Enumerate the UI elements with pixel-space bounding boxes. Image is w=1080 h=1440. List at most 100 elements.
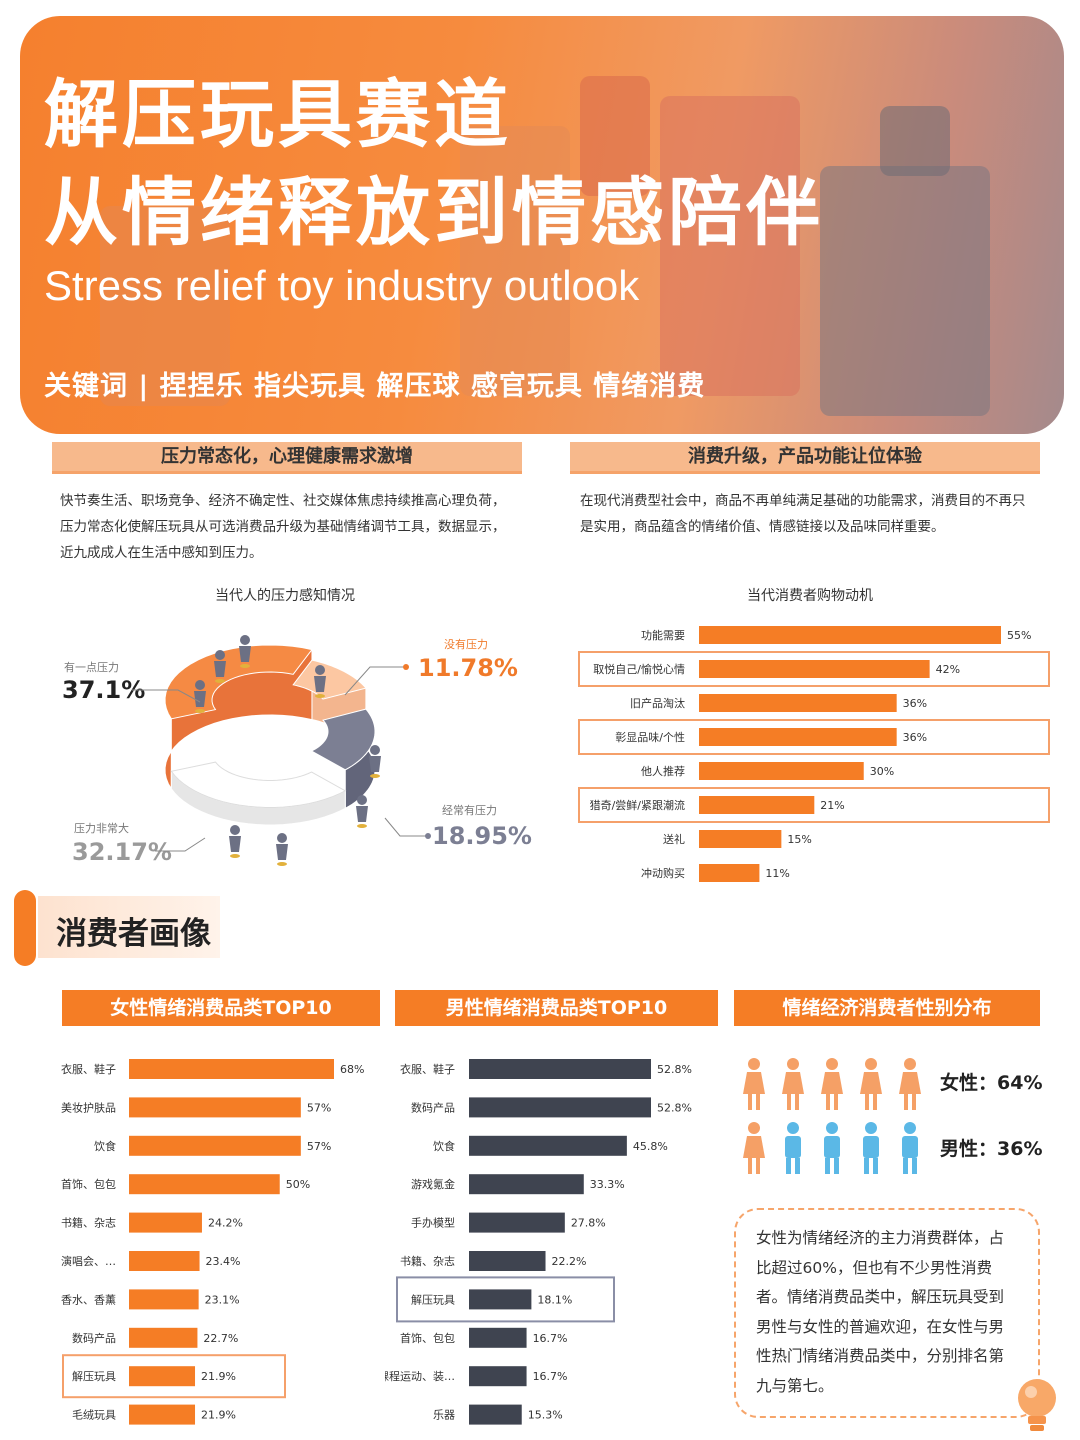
category-label: 他人推荐 [641,764,685,778]
category-label: 书籍、杂志 [400,1254,455,1268]
person-icon [229,825,241,858]
category-label: 香水、香薰 [61,1292,116,1306]
right-section-paragraph: 在现代消费型社会中，商品不再单纯满足基础的功能需求，消费目的不再只是实用，商品蕴… [580,493,1026,535]
donut-label-value-0: 37.1% [62,676,146,704]
gender-note: 女性为情绪经济的主力消费群体，占比超过60%，但也有不少男性消费者。情绪消费品类… [734,1208,1040,1418]
bar [129,1366,196,1387]
value-label: 24.2% [208,1217,243,1230]
female-person-icon [743,1122,765,1174]
robot-silhouette-5 [460,126,570,396]
category-label: 解压玩具 [72,1369,116,1383]
person-icon [314,665,326,698]
gender-distribution-icons [743,1058,921,1174]
bar [469,1097,651,1118]
category-label: 书籍、杂志 [61,1216,116,1230]
value-label: 57% [307,1140,331,1153]
female-category-bar-chart: 衣服、鞋子 68% 美妆护肤品 57% 饮食 57% 首饰、包包 50% 书籍、杂志 24.2% 演… [61,1059,364,1425]
bar [129,1404,196,1425]
category-label: 游戏氪金 [411,1177,455,1191]
person-icon [214,650,226,683]
value-label: 21.9% [201,1409,236,1422]
value-label: 68% [340,1063,364,1076]
motivation-bar-chart: 功能需要 55% 取悦自己/愉悦心情 42% 旧产品淘汰 36% 彰显品味/个性 36% 他人推… [578,626,1050,882]
bar [469,1289,532,1310]
bar [129,1135,301,1156]
category-label: 饮食 [94,1139,116,1153]
value-label: 21% [820,799,844,812]
person-icon [194,680,206,713]
category-label: 饮食 [433,1139,455,1153]
category-label: 首饰、包包 [61,1177,116,1191]
portrait-title-background [38,896,220,958]
highlight-box [578,719,1050,755]
category-label: 彰显品味/个性 [615,730,685,744]
bar [129,1212,202,1233]
value-label: 16.7% [533,1370,568,1383]
female-person-icon [743,1058,765,1110]
person-icon [356,795,368,828]
portrait-accent-bar [14,890,36,966]
male-person-icon [785,1122,801,1174]
bar [699,660,930,678]
robot-silhouette-1 [580,76,650,196]
left-section-paragraph: 快节奏生活、职场竞争、经济不确定性、社交媒体焦虑持续推高心理负荷，压力常态化使解… [60,493,506,561]
robot-silhouette-2 [660,96,800,396]
bar [469,1366,527,1387]
bar [129,1059,334,1079]
robot-silhouette-6 [100,206,230,406]
category-label: 课程运动、装… [385,1370,455,1383]
category-label: 手办模型 [411,1216,455,1230]
bar [129,1289,199,1310]
value-label: 52.8% [657,1101,692,1114]
bar [469,1135,627,1156]
male-share-label: 男性：36% [940,1138,1043,1160]
person-icon [276,833,288,866]
female-share-label: 女性：64% [940,1072,1043,1094]
value-label: 36% [903,731,927,744]
donut-slice-1 [292,659,367,700]
robot-silhouette-3 [820,166,990,416]
donut-label-name-3: 压力非常大 [74,822,129,835]
hero-keywords: 关键词 | 捏捏乐 指尖玩具 解压球 感官玩具 情绪消费 [44,371,706,402]
category-label: 美妆护肤品 [61,1100,116,1114]
donut-slice-2 [310,708,376,771]
category-label: 功能需要 [641,628,685,642]
category-label: 取悦自己/愉悦心情 [593,662,685,676]
value-label: 42% [936,663,960,676]
left-section-header: 压力常态化，心理健康需求激增 [52,442,522,474]
donut-label-name-1: 没有压力 [444,638,488,651]
value-label: 52.8% [657,1063,692,1076]
hero-banner: 解压玩具赛道 从情绪释放到情感陪伴 Stress relief toy indu… [20,16,1064,434]
value-label: 15% [787,833,811,846]
donut-chart-title: 当代人的压力感知情况 [215,588,355,604]
value-label: 30% [870,765,894,778]
category-label: 衣服、鞋子 [400,1062,455,1076]
highlight-box [578,651,1050,687]
motivation-chart-title: 当代消费者购物动机 [747,588,873,604]
value-label: 22.7% [203,1332,238,1345]
male-person-icon [824,1122,840,1174]
bar [129,1327,198,1348]
category-label: 冲动购买 [641,866,685,880]
donut-label-name-2: 经常有压力 [442,804,497,817]
right-section-header: 消费升级，产品功能让位体验 [570,442,1040,474]
category-label: 数码产品 [411,1100,455,1114]
value-label: 16.7% [533,1332,568,1345]
value-label: 33.3% [590,1178,625,1191]
robot-silhouette-4 [880,106,950,176]
value-label: 23.4% [206,1255,241,1268]
value-label: 50% [286,1178,310,1191]
bar [129,1251,200,1271]
donut-label-value-2: 18.95% [432,822,532,850]
hero-title-line1: 解压玩具赛道 [44,72,512,158]
male-category-bar-chart: 衣服、鞋子 52.8% 数码产品 52.8% 饮食 45.8% 游戏氪金 33.3% 手办模型 2… [385,1059,692,1425]
female-chart-header: 女性情绪消费品类TOP10 [62,990,380,1026]
category-label: 送礼 [663,832,685,846]
male-chart-header: 男性情绪消费品类TOP10 [395,990,718,1026]
category-label: 首饰、包包 [400,1331,455,1345]
portrait-title: 消费者画像 [56,916,211,952]
bar [699,830,782,848]
hero-title-line2: 从情绪释放到情感陪伴 [44,170,824,256]
category-label: 演唱会、… [61,1254,116,1268]
donut-label-name-0: 有一点压力 [64,661,119,674]
